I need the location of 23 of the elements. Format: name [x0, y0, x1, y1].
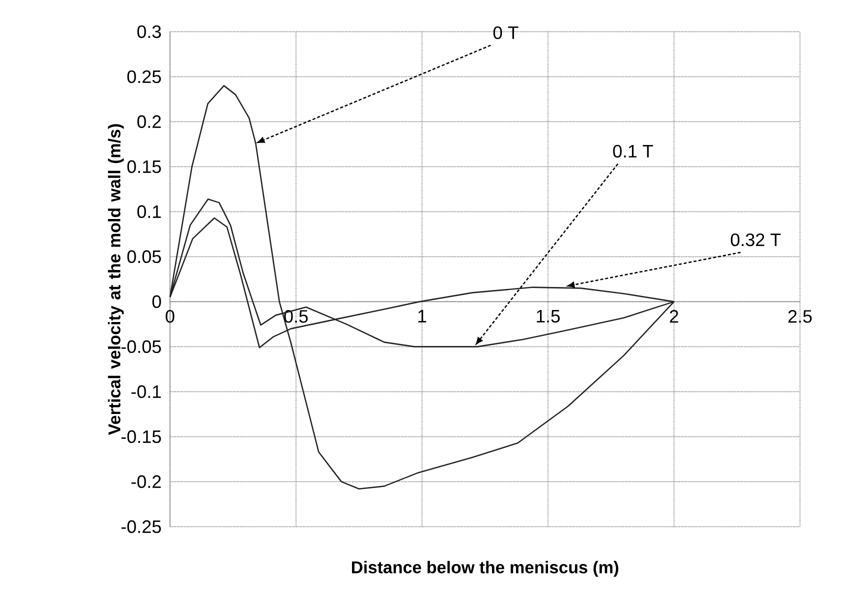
x-tick-label: 0 [166, 310, 174, 323]
x-tick-label: 2.5 [788, 310, 812, 323]
y-axis-title: Vertical velocity at the mold wall (m/s) [108, 124, 124, 435]
y-tick-label: 0.1 [137, 205, 161, 218]
y-tick-label: 0.15 [127, 160, 161, 174]
y-tick-label: 0.25 [127, 70, 161, 84]
y-tick-label: -0.1 [131, 385, 161, 398]
y-tick-label: -0.2 [131, 475, 161, 488]
x-axis-title: Distance below the meniscus (m) [352, 560, 618, 577]
x-tick-label: 1.5 [536, 310, 560, 323]
x-tick-label: 2 [670, 310, 678, 323]
y-tick-label: 0.3 [137, 25, 161, 38]
y-tick-label: -0.05 [121, 340, 161, 354]
y-tick-label: -0.15 [121, 430, 161, 444]
annotation: 0 T [493, 26, 518, 40]
x-tick-label: 0.5 [284, 310, 308, 323]
annotation: 0.1 T [613, 144, 654, 158]
y-tick-label: 0.05 [127, 250, 161, 264]
x-tick-label: 1 [418, 310, 426, 322]
y-tick-label: 0 [152, 295, 161, 308]
y-tick-label: 0.2 [137, 115, 161, 128]
annotation: 0.32 T [730, 233, 781, 246]
y-tick-label: -0.25 [121, 520, 161, 534]
